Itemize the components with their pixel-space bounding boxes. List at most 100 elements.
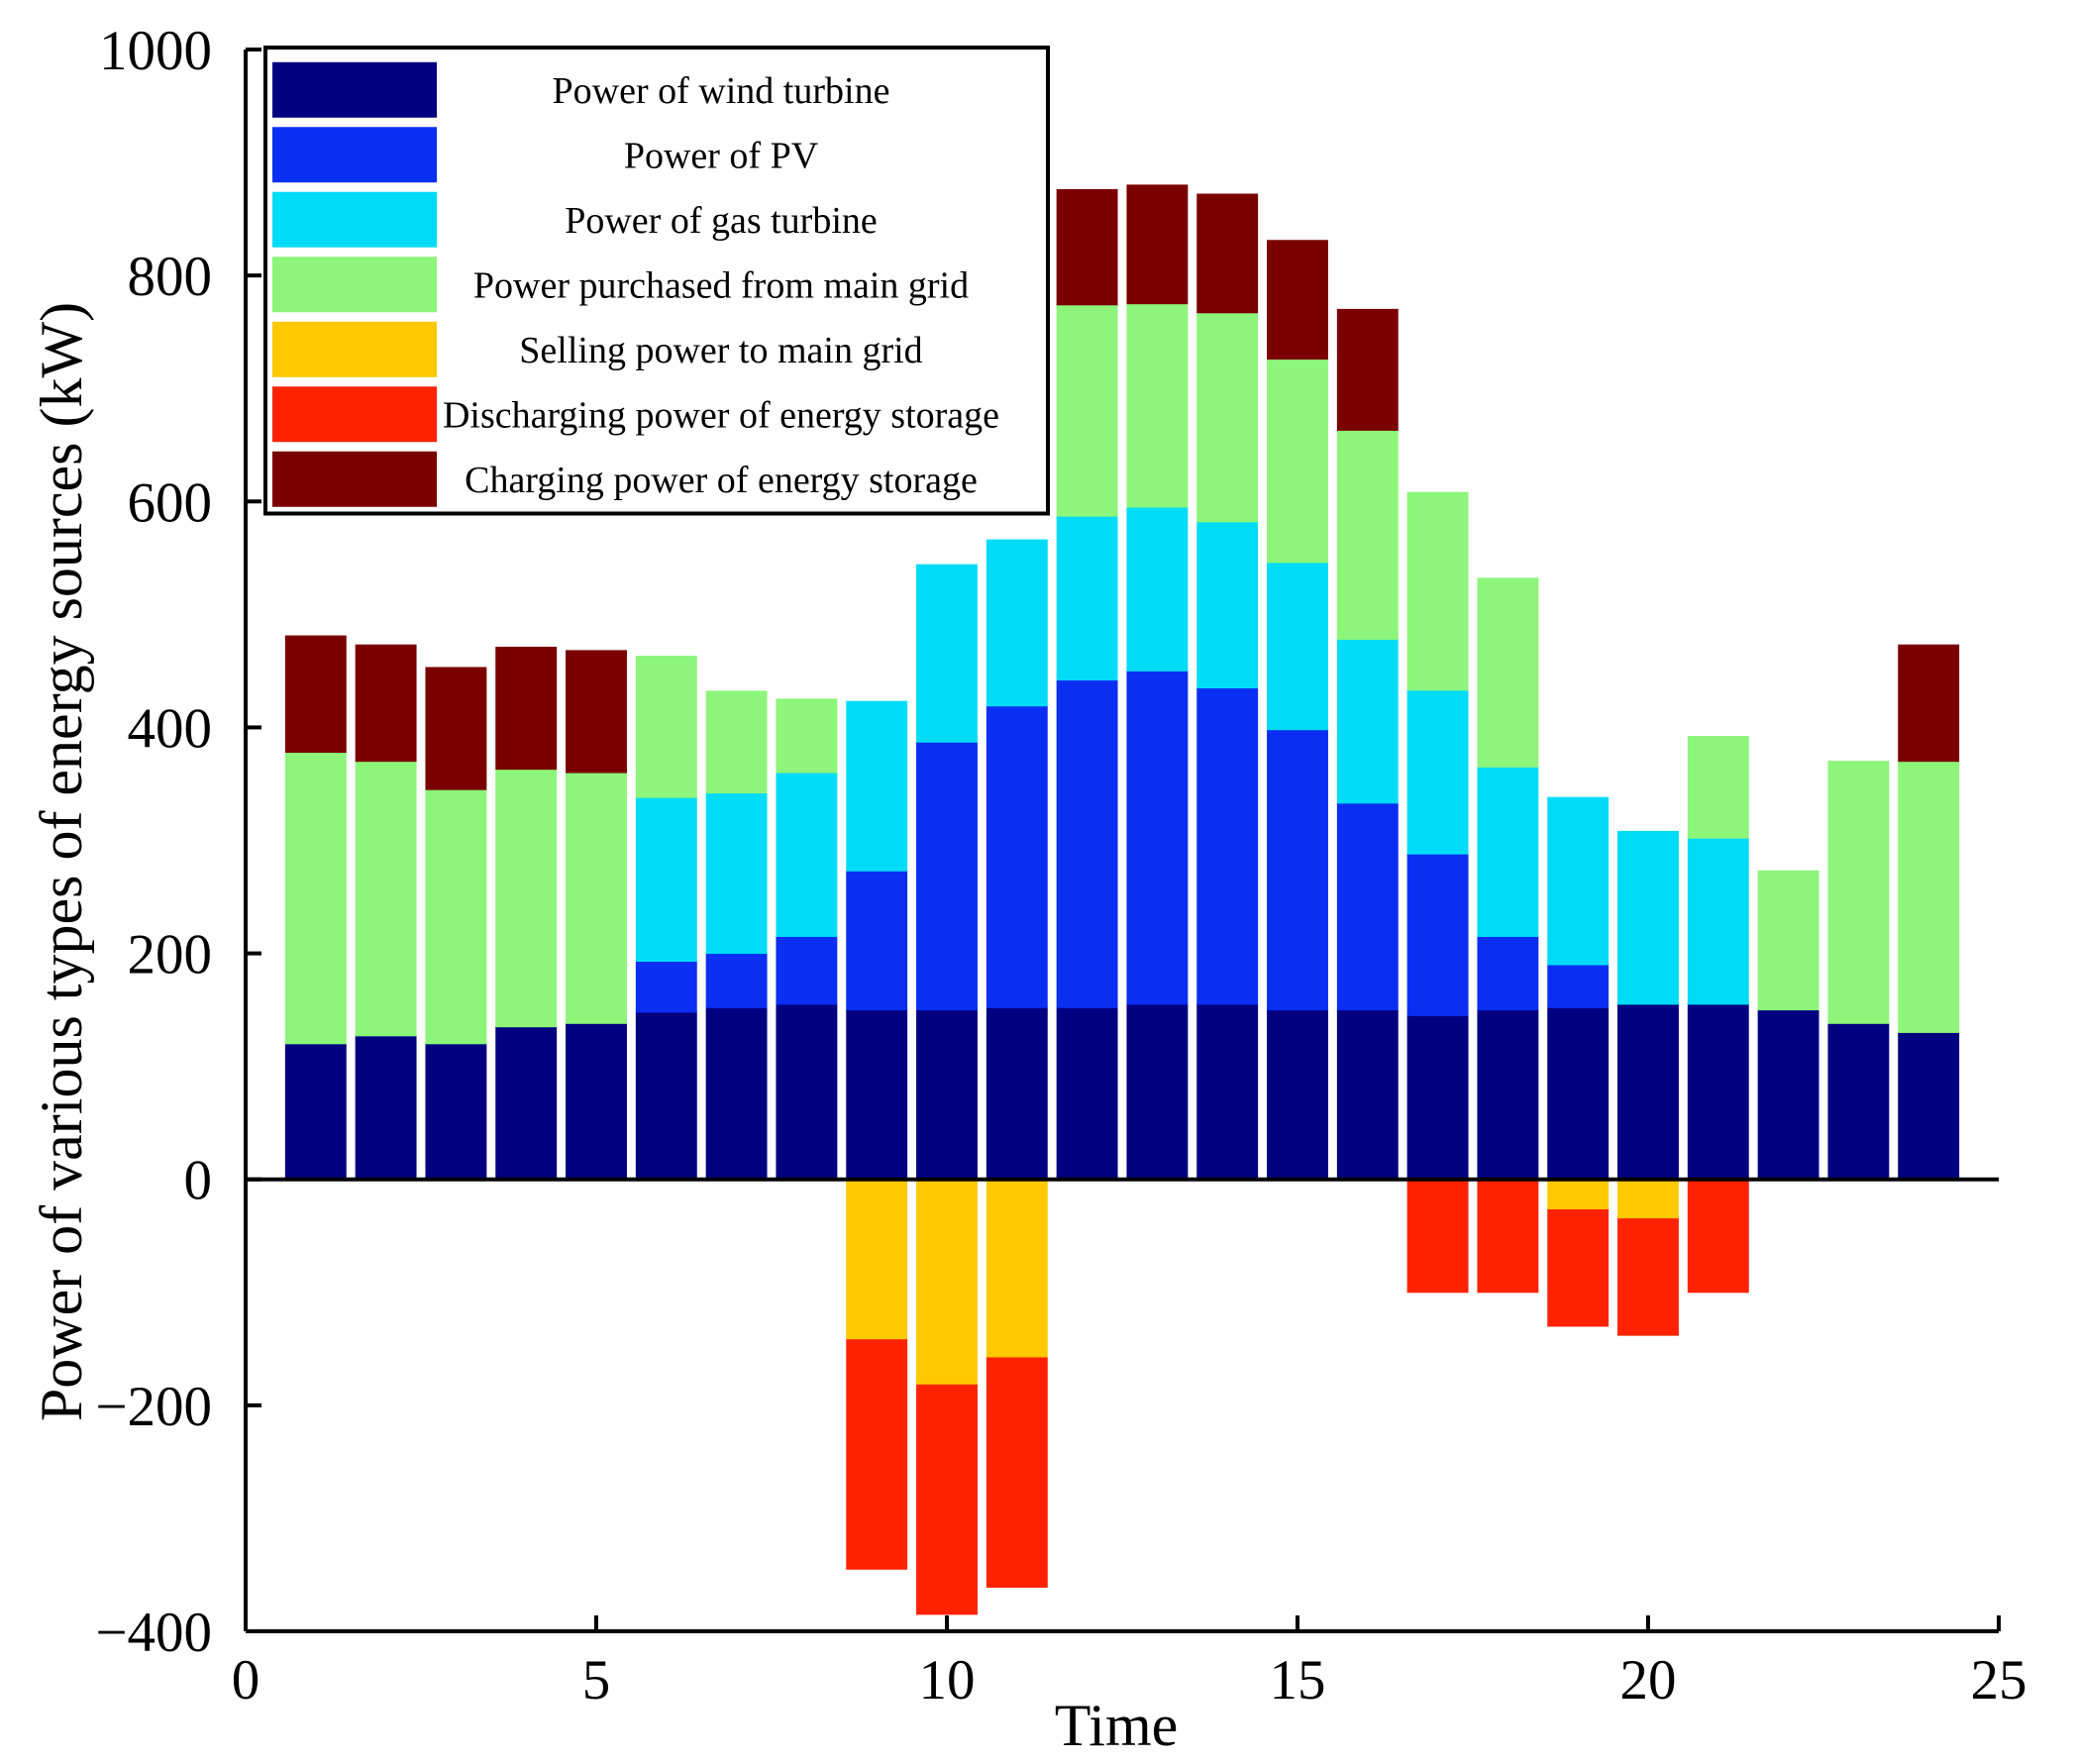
bar-power-of-gas-turbine-t7 [705, 792, 768, 955]
y-tick-label: 0 [184, 1150, 213, 1212]
bar-power-purchased-from-main-grid-t2 [355, 761, 417, 1037]
bar-power-of-pv-t9 [846, 870, 908, 1011]
bar-charging-power-of-energy-storage-t2 [355, 644, 417, 763]
bar-power-purchased-from-main-grid-t24 [1898, 761, 1960, 1033]
legend-swatch-selling-power-to-main-grid [272, 321, 437, 377]
bar-power-of-gas-turbine-t6 [635, 796, 697, 963]
tick-layer: −400 −200 0 200 400 600 800 1000 0 5 10 15 20 25 [95, 20, 2026, 1712]
bar-power-of-wind-turbine-t15 [1267, 1009, 1328, 1181]
bar-power-of-wind-turbine-t16 [1336, 1009, 1399, 1181]
bar-discharging-power-of-energy-storage-t9 [846, 1339, 908, 1570]
bar-power-of-pv-t12 [1056, 679, 1118, 1008]
bar-power-of-gas-turbine-t13 [1126, 506, 1189, 672]
bar-power-of-wind-turbine-t9 [846, 1009, 908, 1181]
legend-label-charging-power-of-energy-storage: Charging power of energy storage [465, 460, 978, 501]
bar-power-of-wind-turbine-t18 [1477, 1009, 1539, 1181]
bar-power-of-gas-turbine-t19 [1547, 796, 1609, 966]
bar-power-of-pv-t11 [986, 705, 1048, 1008]
y-tick-label: −200 [95, 1376, 212, 1438]
bar-power-of-pv-t10 [916, 741, 978, 1011]
bar-power-of-wind-turbine-t22 [1757, 1009, 1819, 1181]
bar-power-of-pv-t19 [1547, 964, 1609, 1008]
bar-charging-power-of-energy-storage-t24 [1898, 644, 1960, 763]
bar-power-of-wind-turbine-t21 [1687, 1003, 1749, 1181]
x-tick-label: 10 [919, 1649, 976, 1712]
bar-power-purchased-from-main-grid-t23 [1827, 761, 1890, 1024]
bar-discharging-power-of-energy-storage-t19 [1547, 1209, 1609, 1327]
bar-power-of-gas-turbine-t17 [1406, 689, 1469, 855]
bar-selling-power-to-main-grid-t11 [986, 1179, 1048, 1359]
bar-power-of-pv-t7 [705, 953, 768, 1008]
bar-power-purchased-from-main-grid-t16 [1336, 429, 1399, 640]
bar-discharging-power-of-energy-storage-t10 [916, 1384, 978, 1615]
y-tick-label: 1000 [99, 20, 212, 82]
axes [244, 50, 1999, 1633]
bar-power-of-gas-turbine-t15 [1267, 562, 1328, 731]
legend-label-power-of-pv: Power of PV [624, 135, 819, 176]
bar-power-of-wind-turbine-t4 [495, 1026, 558, 1181]
bar-charging-power-of-energy-storage-t3 [425, 667, 487, 790]
x-tick-label: 5 [582, 1649, 611, 1712]
legend-swatch-charging-power-of-energy-storage [272, 451, 437, 507]
bar-power-purchased-from-main-grid-t21 [1687, 736, 1749, 839]
legend-label-power-of-wind-turbine: Power of wind turbine [553, 70, 890, 112]
bar-charging-power-of-energy-storage-t4 [495, 646, 558, 771]
bar-power-of-gas-turbine-t10 [916, 564, 978, 743]
bar-power-of-wind-turbine-t23 [1827, 1022, 1890, 1181]
bar-power-of-gas-turbine-t8 [776, 772, 838, 937]
bar-power-purchased-from-main-grid-t17 [1406, 491, 1469, 691]
bar-power-of-wind-turbine-t10 [916, 1009, 978, 1181]
bar-power-of-wind-turbine-t8 [776, 1003, 838, 1181]
bar-power-of-gas-turbine-t11 [986, 539, 1048, 707]
legend-label-discharging-power-of-energy-storage: Discharging power of energy storage [443, 394, 999, 436]
legend-swatch-power-of-pv [272, 127, 437, 183]
bar-power-purchased-from-main-grid-t13 [1126, 303, 1189, 508]
bar-power-of-wind-turbine-t19 [1547, 1006, 1609, 1181]
legend: Power of wind turbine Power of PV Power of… [263, 46, 1050, 516]
bar-power-purchased-from-main-grid-t22 [1757, 870, 1819, 1011]
bar-power-purchased-from-main-grid-t4 [495, 769, 558, 1028]
y-tick-label: 200 [128, 924, 213, 986]
bar-charging-power-of-energy-storage-t13 [1126, 184, 1189, 305]
legend-label-selling-power-to-main-grid: Selling power to main grid [519, 330, 922, 371]
bar-power-of-wind-turbine-t2 [355, 1035, 417, 1181]
bar-selling-power-to-main-grid-t10 [916, 1179, 978, 1386]
legend-swatch-power-of-wind-turbine [272, 61, 437, 118]
y-tick-label: 400 [128, 697, 213, 760]
bar-power-of-wind-turbine-t24 [1898, 1031, 1960, 1181]
bar-power-of-gas-turbine-t21 [1687, 837, 1749, 1005]
bar-power-purchased-from-main-grid-t12 [1056, 304, 1118, 517]
bar-power-of-gas-turbine-t12 [1056, 515, 1118, 681]
x-tick-label: 15 [1270, 1649, 1326, 1712]
x-axis-label: Time [1055, 1693, 1179, 1758]
bar-power-purchased-from-main-grid-t15 [1267, 359, 1328, 564]
bar-power-of-pv-t13 [1126, 670, 1189, 1005]
bar-discharging-power-of-energy-storage-t20 [1617, 1218, 1679, 1336]
bar-power-purchased-from-main-grid-t18 [1477, 577, 1539, 768]
bar-selling-power-to-main-grid-t9 [846, 1179, 908, 1341]
bar-power-purchased-from-main-grid-t14 [1196, 312, 1259, 523]
bar-power-of-pv-t6 [635, 961, 697, 1013]
bar-selling-power-to-main-grid-t20 [1617, 1179, 1679, 1220]
bar-power-purchased-from-main-grid-t7 [705, 690, 768, 794]
bar-selling-power-to-main-grid-t19 [1547, 1179, 1609, 1211]
bar-discharging-power-of-energy-storage-t17 [1406, 1179, 1469, 1294]
bar-power-of-gas-turbine-t18 [1477, 766, 1539, 937]
legend-swatch-discharging-power-of-energy-storage [272, 386, 437, 443]
legend-swatch-power-purchased-from-main-grid [272, 257, 437, 313]
bar-power-purchased-from-main-grid-t3 [425, 788, 487, 1045]
bar-power-of-gas-turbine-t9 [846, 700, 908, 872]
y-tick-label: 600 [128, 471, 213, 534]
bar-power-of-pv-t17 [1406, 853, 1469, 1016]
bar-power-of-wind-turbine-t14 [1196, 1003, 1259, 1181]
bar-power-of-wind-turbine-t11 [986, 1006, 1048, 1181]
bar-discharging-power-of-energy-storage-t11 [986, 1357, 1048, 1589]
bar-charging-power-of-energy-storage-t1 [284, 635, 347, 754]
bar-power-of-wind-turbine-t5 [566, 1022, 627, 1181]
bar-power-of-wind-turbine-t6 [635, 1011, 697, 1181]
bar-charging-power-of-energy-storage-t16 [1336, 308, 1399, 431]
bar-power-purchased-from-main-grid-t5 [566, 772, 627, 1024]
bar-layer [284, 184, 1960, 1615]
y-axis-label: Power of various types of energy sources… [29, 302, 94, 1421]
